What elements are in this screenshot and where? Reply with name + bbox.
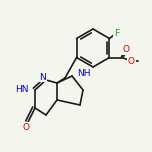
Text: O: O: [22, 123, 29, 131]
Text: O: O: [128, 57, 135, 66]
Text: F: F: [114, 29, 119, 38]
Text: N: N: [40, 73, 46, 81]
Text: O: O: [123, 45, 130, 54]
Text: NH: NH: [77, 69, 90, 78]
Text: HN: HN: [16, 85, 29, 95]
